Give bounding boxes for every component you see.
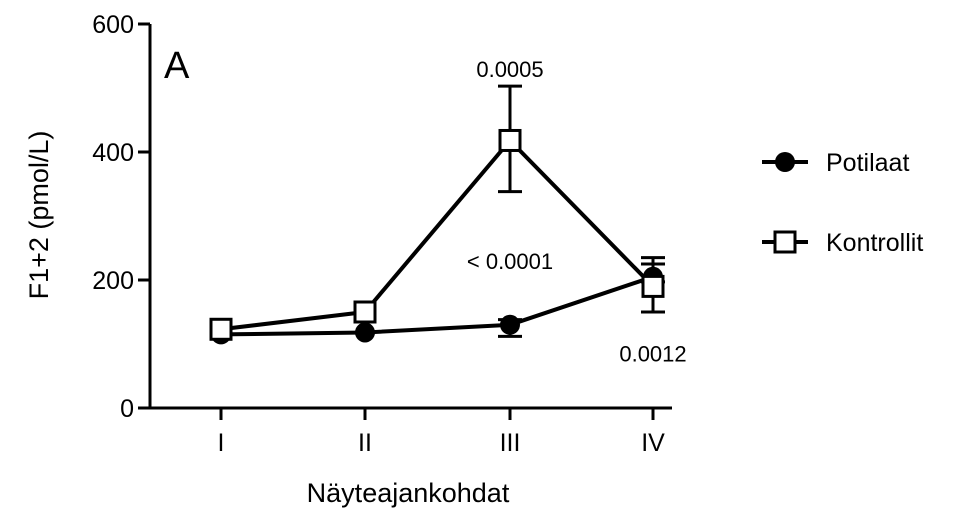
y-tick-label: 400 [92,139,134,167]
series-layer [209,84,665,345]
y-tick-label: 600 [92,11,134,39]
legend-marker [773,230,797,254]
x-tick-label: IV [641,429,665,457]
data-point [641,274,665,298]
x-tick-label: I [218,429,225,457]
y-ticks: 0 200 400 600 [92,11,150,423]
x-tick-label: II [358,429,372,457]
y-axis-label: F1+2 (pmol/L) [24,131,54,300]
data-point [498,128,522,152]
legend-item-kontrollit: Kontrollit [762,229,923,257]
annotation-layer: 0.0005 < 0.0001 0.0012 [467,57,687,367]
annotation: 0.0012 [619,342,686,367]
x-tick-label: III [500,429,521,457]
legend: Potilaat Kontrollit [762,149,923,257]
series-kontrollit [209,84,665,341]
y-tick-label: 200 [92,267,134,295]
series-line [220,274,654,337]
data-point [500,314,520,335]
legend-label: Kontrollit [826,229,923,257]
legend-item-potilaat: Potilaat [762,149,909,177]
panel-label: A [164,45,190,87]
annotation: 0.0005 [476,57,543,82]
x-ticks: I II III IV [218,408,665,457]
x-axis-label: Näyteajankohdat [307,478,510,508]
series-line [220,138,655,332]
data-point [209,317,233,341]
series-potilaat [211,256,665,345]
data-point [355,322,375,343]
data-point [353,300,377,324]
legend-marker [775,152,795,172]
annotation: < 0.0001 [467,249,553,274]
legend-label: Potilaat [826,149,909,177]
y-tick-label: 0 [120,395,134,423]
